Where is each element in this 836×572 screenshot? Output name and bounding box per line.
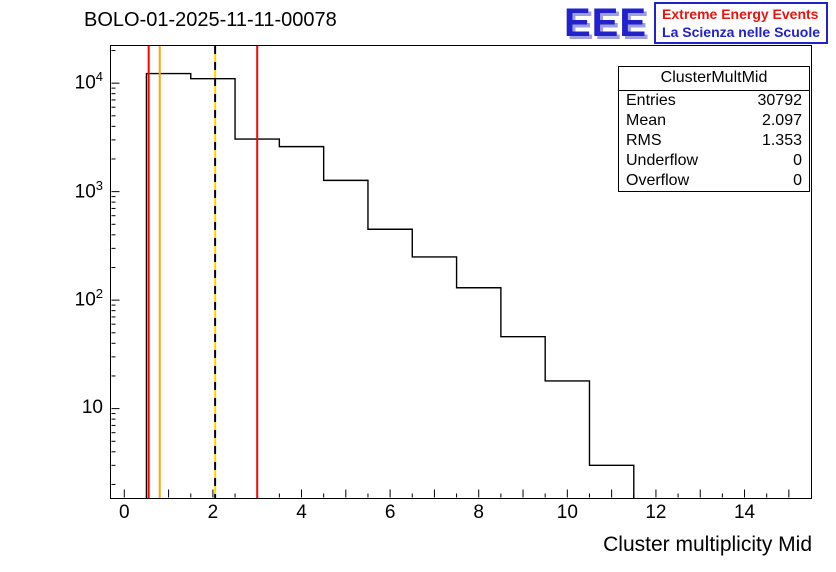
histogram-plot-svg [111, 46, 790, 498]
x-axis-tick-label: 6 [384, 502, 396, 523]
stats-box: ClusterMultMid Entries 30792 Mean 2.097 … [618, 66, 810, 192]
stats-row-rms: RMS 1.353 [619, 131, 809, 151]
stats-value: 0 [793, 172, 802, 189]
x-axis-tick-label: 2 [207, 502, 219, 523]
x-axis-tick-label: 12 [645, 502, 667, 523]
y-axis-tick-label: 10 [81, 396, 103, 418]
eee-logo-caption-line2: La Scienza nelle Scuole [662, 24, 820, 40]
eee-logo-text: EEE [564, 1, 648, 45]
stats-label: Underflow [626, 152, 699, 169]
stats-label: Entries [626, 92, 676, 109]
eee-logo-caption-box: Extreme Energy Events La Scienza nelle S… [654, 2, 828, 44]
y-axis-tick-label: 104 [74, 69, 103, 94]
stats-value: 2.097 [761, 112, 802, 129]
x-axis-title: Cluster multiplicity Mid [603, 533, 812, 556]
stats-row-overflow: Overflow 0 [619, 171, 809, 191]
stats-row-mean: Mean 2.097 [619, 111, 809, 131]
eee-logo: EEE Extreme Energy Events La Scienza nel… [564, 2, 828, 44]
plot-title: BOLO-01-2025-11-11-00078 [84, 9, 337, 31]
histogram-outline [145, 72, 635, 498]
y-axis-tick-label: 103 [74, 177, 103, 203]
stats-value: 0 [793, 152, 802, 169]
x-axis-tick-label: 4 [296, 502, 307, 523]
stats-value: 30792 [757, 92, 803, 109]
x-axis-tick-label: 0 [118, 502, 130, 523]
stats-label: Mean [626, 112, 667, 129]
stats-label: Overflow [626, 172, 690, 189]
stats-value: 1.353 [761, 132, 802, 149]
stats-row-entries: Entries 30792 [619, 91, 809, 111]
y-axis-tick-label: 102 [74, 286, 103, 311]
x-axis-tick-label: 10 [556, 502, 578, 523]
eee-logo-caption-line1: Extreme Energy Events [662, 6, 819, 22]
x-axis-tick-label: 8 [473, 502, 485, 523]
stats-row-underflow: Underflow 0 [619, 151, 809, 171]
x-axis-tick-label: 14 [733, 502, 756, 523]
stats-label: RMS [626, 132, 662, 149]
stats-box-title: ClusterMultMid [619, 67, 809, 91]
